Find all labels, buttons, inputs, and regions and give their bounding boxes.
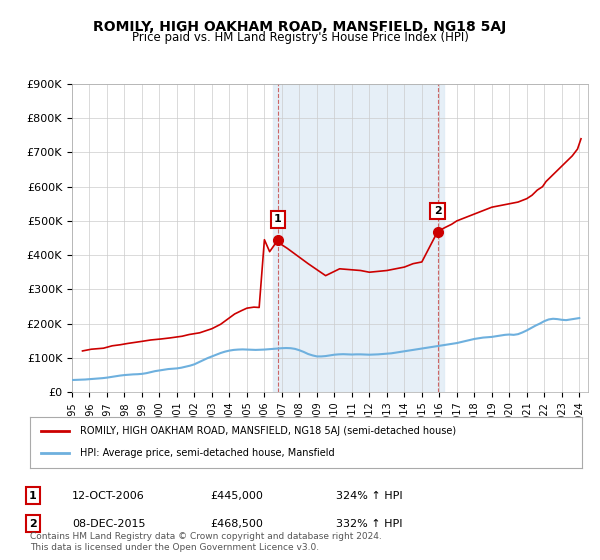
Text: 2: 2 bbox=[434, 206, 442, 216]
Text: ROMILY, HIGH OAKHAM ROAD, MANSFIELD, NG18 5AJ: ROMILY, HIGH OAKHAM ROAD, MANSFIELD, NG1… bbox=[94, 20, 506, 34]
Text: 332% ↑ HPI: 332% ↑ HPI bbox=[336, 519, 403, 529]
Text: Contains HM Land Registry data © Crown copyright and database right 2024.
This d: Contains HM Land Registry data © Crown c… bbox=[30, 532, 382, 552]
Text: 1: 1 bbox=[274, 214, 282, 224]
Text: 2: 2 bbox=[29, 519, 37, 529]
Text: 324% ↑ HPI: 324% ↑ HPI bbox=[336, 491, 403, 501]
Text: Price paid vs. HM Land Registry's House Price Index (HPI): Price paid vs. HM Land Registry's House … bbox=[131, 31, 469, 44]
Text: HPI: Average price, semi-detached house, Mansfield: HPI: Average price, semi-detached house,… bbox=[80, 449, 334, 459]
Bar bbox=[273, 84, 443, 392]
Text: £445,000: £445,000 bbox=[210, 491, 263, 501]
Text: 1: 1 bbox=[29, 491, 37, 501]
Text: £468,500: £468,500 bbox=[210, 519, 263, 529]
Text: ROMILY, HIGH OAKHAM ROAD, MANSFIELD, NG18 5AJ (semi-detached house): ROMILY, HIGH OAKHAM ROAD, MANSFIELD, NG1… bbox=[80, 426, 456, 436]
Text: 12-OCT-2006: 12-OCT-2006 bbox=[72, 491, 145, 501]
Text: 08-DEC-2015: 08-DEC-2015 bbox=[72, 519, 146, 529]
